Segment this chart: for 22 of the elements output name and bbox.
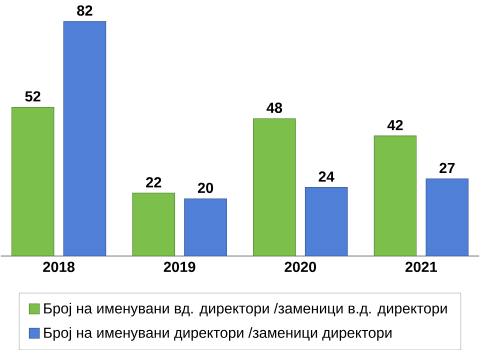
data-label: 27 [440, 162, 455, 173]
x-tick-label: 2021 [405, 262, 438, 272]
data-label: 24 [318, 171, 334, 182]
legend-label: Број на именувани вд. директори /заменици в.д. директори [44, 302, 447, 316]
x-tick-label: 2019 [164, 262, 196, 272]
bar [374, 135, 417, 256]
data-label: 48 [266, 102, 282, 113]
x-tick-label: 2020 [284, 262, 316, 272]
data-label: 20 [198, 182, 214, 193]
data-label: 22 [146, 177, 162, 188]
bar [253, 118, 296, 256]
legend-label: Број на именувани директори /заменици директори [44, 327, 392, 341]
data-label: 42 [387, 120, 403, 130]
bar [304, 186, 348, 256]
data-label: 52 [25, 91, 40, 102]
bar [426, 178, 469, 256]
bar [11, 106, 54, 256]
bar [184, 198, 227, 256]
data-label: 82 [77, 5, 92, 16]
bar [132, 192, 176, 256]
x-tick-label: 2018 [43, 262, 75, 272]
bar [63, 21, 106, 256]
